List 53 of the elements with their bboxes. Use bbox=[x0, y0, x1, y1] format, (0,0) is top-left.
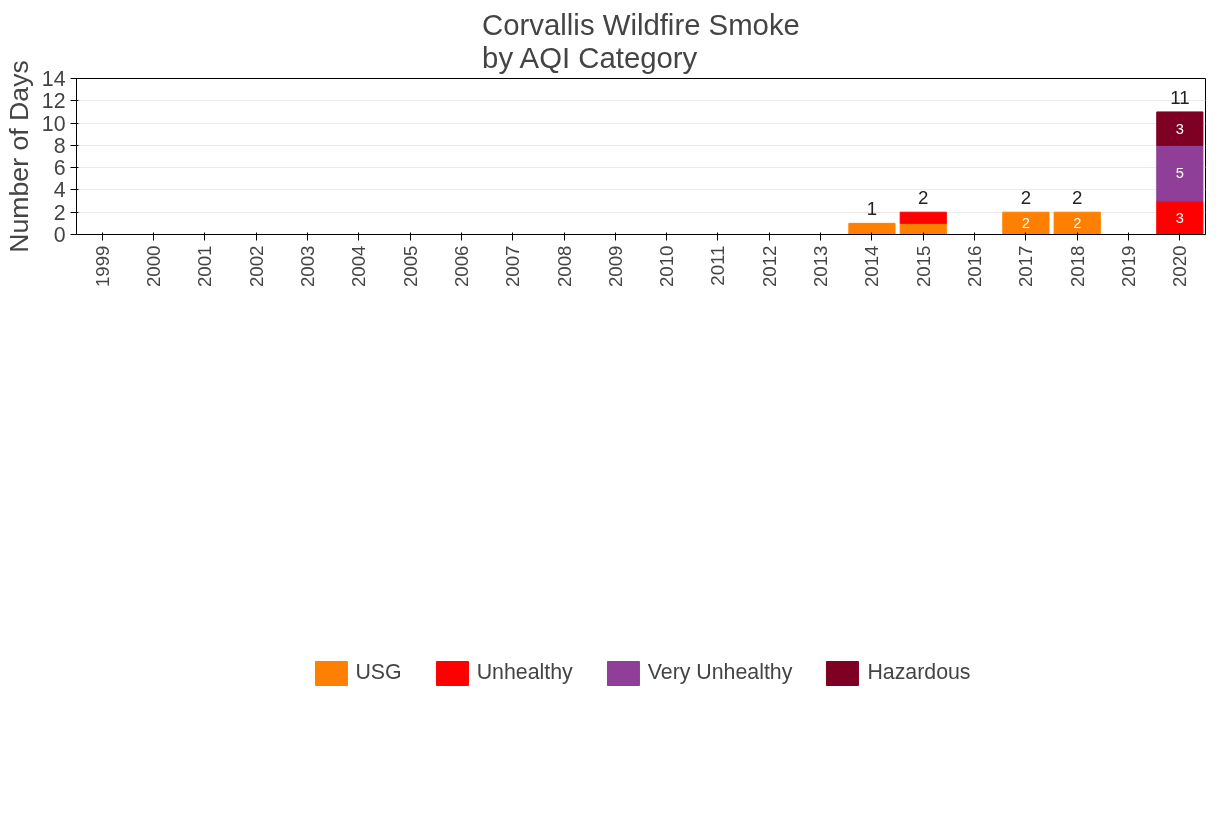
x-tick-label: 1999 bbox=[91, 245, 113, 287]
bar bbox=[1156, 111, 1204, 146]
x-tick-label: 2009 bbox=[604, 245, 626, 287]
x-tick-label: 2004 bbox=[348, 245, 370, 287]
x-tick-label: 2011 bbox=[707, 245, 729, 286]
data-label: 5 bbox=[1175, 165, 1184, 182]
legend-label: USG bbox=[355, 660, 402, 685]
legend-label: Hazardous bbox=[867, 660, 971, 685]
x-tick-label: 2020 bbox=[1169, 245, 1191, 287]
bar bbox=[1053, 211, 1101, 235]
y-tick-label: 2 bbox=[53, 200, 66, 225]
x-tick-label: 2019 bbox=[1118, 245, 1140, 287]
y-tick-label: 0 bbox=[53, 223, 66, 247]
x-tick-label: 2008 bbox=[553, 245, 575, 287]
total-label: 2 bbox=[918, 187, 929, 209]
x-tick-label: 2007 bbox=[502, 245, 524, 287]
bar bbox=[1156, 144, 1204, 202]
y-axis-title: Number of Days bbox=[3, 60, 34, 253]
x-tick-label: 2016 bbox=[964, 245, 986, 287]
x-tick-label: 2000 bbox=[142, 245, 164, 287]
chart-title: Corvallis Wildfire Smoke by AQI Category bbox=[482, 7, 800, 74]
total-label: 2 bbox=[1072, 187, 1083, 209]
x-tick-label: 2006 bbox=[450, 245, 472, 287]
x-tick-label: 2018 bbox=[1066, 245, 1088, 287]
x-tick-label: 2015 bbox=[912, 245, 934, 287]
x-tick-label: 2013 bbox=[810, 245, 832, 287]
bar bbox=[848, 222, 896, 235]
total-label: 1 bbox=[866, 198, 878, 220]
data-label: 2 bbox=[1021, 215, 1030, 232]
data-label: 2 bbox=[1073, 215, 1082, 232]
x-tick-label: 2001 bbox=[194, 245, 216, 287]
data-label: 3 bbox=[1175, 120, 1184, 137]
x-tick-label: 2017 bbox=[1015, 245, 1037, 287]
bar bbox=[1156, 200, 1204, 235]
y-tick-label: 8 bbox=[53, 133, 66, 158]
total-label: 11 bbox=[1170, 86, 1190, 108]
y-tick-label: 6 bbox=[53, 156, 66, 181]
legend-label: Very Unhealthy bbox=[647, 660, 793, 685]
y-tick-label: 10 bbox=[41, 111, 66, 136]
x-tick-label: 2005 bbox=[399, 245, 421, 287]
legend-label: Unhealthy bbox=[476, 660, 573, 685]
x-tick-label: 2002 bbox=[245, 245, 267, 287]
x-tick-label: 2003 bbox=[296, 245, 318, 287]
y-tick-label: 4 bbox=[53, 178, 66, 203]
y-tick-label: 12 bbox=[41, 89, 66, 114]
bar bbox=[899, 211, 947, 224]
x-tick-label: 2012 bbox=[758, 245, 780, 287]
data-label: 3 bbox=[1175, 209, 1184, 226]
y-tick-label: 14 bbox=[41, 67, 66, 91]
x-tick-label: 2014 bbox=[861, 245, 883, 287]
bar bbox=[1002, 211, 1050, 235]
total-label: 2 bbox=[1020, 187, 1032, 209]
x-tick-label: 2010 bbox=[656, 245, 678, 287]
